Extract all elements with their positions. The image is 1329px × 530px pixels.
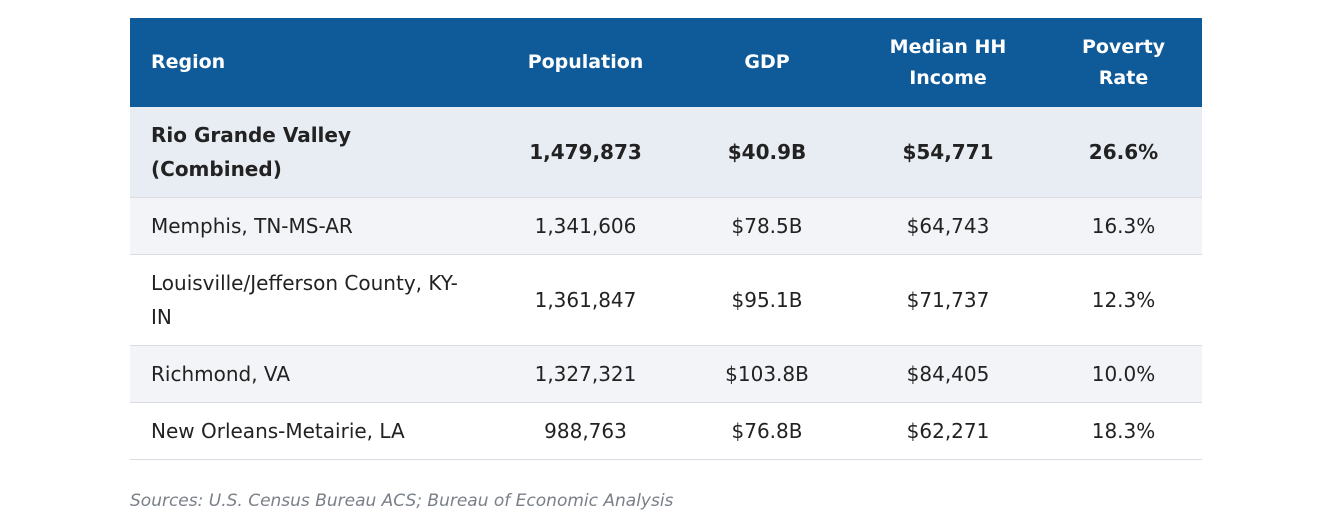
poverty-rate-cell: 16.3% — [1091, 213, 1156, 238]
median-income-cell: $64,743 — [906, 213, 990, 238]
region-cell: New Orleans-Metairie, LA — [151, 418, 405, 443]
table-row: Richmond, VA 1,327,321 $103.8B $84,405 1… — [130, 345, 1202, 402]
population-cell: 1,327,321 — [534, 361, 637, 386]
column-header-region: Region — [151, 51, 226, 73]
column-header-poverty-rate: Poverty Rate — [1045, 18, 1202, 107]
column-header-population: Population — [527, 51, 644, 73]
gdp-cell: $76.8B — [731, 418, 803, 443]
table-body: Rio Grande Valley (Combined) 1,479,873 $… — [130, 107, 1202, 459]
region-name-line1: Rio Grande Valley — [151, 122, 352, 147]
column-header-gdp: GDP — [744, 51, 790, 73]
median-income-cell: $84,405 — [906, 361, 990, 386]
poverty-rate-cell: 10.0% — [1091, 361, 1156, 386]
column-header-median-income-line2: Income — [909, 66, 987, 89]
median-income-cell: $71,737 — [906, 287, 990, 312]
poverty-rate-cell: 12.3% — [1091, 287, 1156, 312]
median-income-cell: $54,771 — [902, 139, 994, 164]
column-header-poverty-rate-line1: Poverty — [1081, 35, 1166, 58]
population-cell: 1,361,847 — [534, 287, 637, 312]
gdp-cell: $95.1B — [731, 287, 803, 312]
table-row: New Orleans-Metairie, LA 988,763 $76.8B … — [130, 402, 1202, 459]
table-row: Memphis, TN-MS-AR 1,341,606 $78.5B $64,7… — [130, 197, 1202, 254]
region-name-line1: Louisville/Jefferson County, KY- — [151, 270, 458, 295]
table-row: Louisville/Jefferson County, KY- IN 1,36… — [130, 254, 1202, 345]
region-cell: Louisville/Jefferson County, KY- IN — [130, 254, 488, 345]
column-header-median-income: Median HH Income — [851, 18, 1045, 107]
region-name-line2: IN — [151, 304, 172, 329]
population-cell: 1,341,606 — [534, 213, 637, 238]
population-cell: 1,479,873 — [529, 139, 642, 164]
median-income-cell: $62,271 — [906, 418, 990, 443]
source-note: Sources: U.S. Census Bureau ACS; Bureau … — [130, 491, 674, 511]
column-header-poverty-rate-line2: Rate — [1098, 66, 1149, 89]
poverty-rate-cell: 18.3% — [1091, 418, 1156, 443]
poverty-rate-cell: 26.6% — [1088, 139, 1159, 164]
population-cell: 988,763 — [544, 418, 627, 443]
region-cell: Memphis, TN-MS-AR — [151, 213, 353, 238]
comparison-table-container: Region Population GDP Median HH Income P… — [130, 18, 1202, 460]
column-header-median-income-line1: Median HH — [889, 35, 1007, 58]
region-name-line2: (Combined) — [151, 156, 282, 181]
gdp-cell: $40.9B — [727, 139, 807, 164]
regional-comparison-table: Region Population GDP Median HH Income P… — [130, 18, 1202, 460]
gdp-cell: $103.8B — [725, 361, 809, 386]
region-cell: Richmond, VA — [151, 361, 291, 386]
table-row-featured: Rio Grande Valley (Combined) 1,479,873 $… — [130, 107, 1202, 197]
table-header: Region Population GDP Median HH Income P… — [130, 18, 1202, 107]
gdp-cell: $78.5B — [731, 213, 803, 238]
region-cell: Rio Grande Valley (Combined) — [130, 107, 488, 197]
header-row: Region Population GDP Median HH Income P… — [130, 18, 1202, 107]
